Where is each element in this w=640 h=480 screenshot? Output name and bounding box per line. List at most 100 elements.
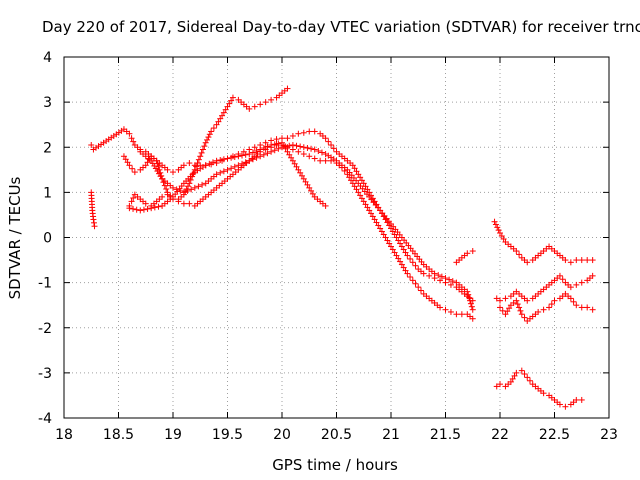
data-point bbox=[521, 314, 528, 321]
data-point bbox=[264, 143, 271, 150]
data-point bbox=[300, 151, 307, 158]
data-point bbox=[426, 272, 433, 279]
data-point bbox=[273, 136, 280, 143]
data-point bbox=[540, 390, 547, 397]
data-point bbox=[397, 258, 404, 265]
data-point bbox=[271, 147, 278, 154]
data-point bbox=[289, 157, 296, 164]
data-point bbox=[573, 257, 580, 264]
data-point bbox=[213, 157, 220, 164]
data-point bbox=[447, 308, 454, 315]
data-point bbox=[556, 401, 563, 408]
data-point bbox=[289, 141, 296, 148]
data-point bbox=[556, 272, 563, 279]
data-point bbox=[228, 154, 235, 161]
data-point bbox=[246, 151, 253, 158]
data-point bbox=[186, 160, 193, 167]
y-tick-label: 3 bbox=[43, 95, 52, 111]
data-point bbox=[517, 307, 524, 314]
data-point bbox=[130, 138, 137, 145]
data-point bbox=[400, 264, 407, 271]
data-point bbox=[382, 234, 389, 241]
data-point bbox=[170, 169, 176, 176]
data-point bbox=[170, 184, 176, 191]
data-point bbox=[384, 219, 391, 226]
data-point bbox=[306, 128, 313, 135]
data-point bbox=[159, 193, 166, 200]
data-point bbox=[291, 160, 298, 167]
data-point bbox=[540, 306, 547, 313]
data-point bbox=[279, 144, 285, 151]
data-point bbox=[144, 159, 151, 166]
data-point bbox=[524, 259, 531, 266]
data-point bbox=[507, 378, 514, 385]
data-point bbox=[131, 169, 138, 176]
data-point bbox=[239, 160, 246, 167]
x-tick-label: 23 bbox=[600, 427, 618, 443]
data-point bbox=[407, 273, 414, 280]
data-point bbox=[275, 140, 282, 147]
data-point bbox=[317, 157, 324, 164]
data-point bbox=[217, 115, 224, 122]
data-point bbox=[493, 295, 500, 302]
x-tick-label: 19 bbox=[164, 427, 182, 443]
data-point bbox=[393, 234, 400, 241]
data-point bbox=[311, 128, 318, 135]
data-point bbox=[353, 186, 360, 193]
data-point bbox=[311, 146, 318, 153]
data-point bbox=[213, 171, 220, 178]
data-point bbox=[184, 187, 191, 194]
data-point bbox=[302, 178, 309, 185]
data-point bbox=[304, 145, 311, 152]
data-point bbox=[264, 150, 271, 157]
y-tick-label: 4 bbox=[43, 50, 52, 66]
data-point bbox=[90, 216, 97, 223]
data-point bbox=[231, 154, 238, 161]
data-point bbox=[322, 135, 329, 142]
data-point bbox=[322, 157, 329, 164]
x-tick-label: 21 bbox=[382, 427, 400, 443]
data-point bbox=[358, 177, 365, 184]
x-axis-title: GPS time / hours bbox=[272, 456, 398, 474]
data-point bbox=[400, 246, 407, 253]
data-point bbox=[306, 184, 313, 191]
data-point bbox=[249, 149, 256, 156]
data-point bbox=[284, 148, 291, 155]
data-point bbox=[369, 195, 376, 202]
data-point bbox=[535, 308, 542, 315]
data-point bbox=[420, 270, 427, 277]
data-point bbox=[360, 180, 367, 187]
data-point bbox=[506, 305, 513, 312]
data-point bbox=[251, 144, 258, 151]
data-point bbox=[404, 252, 411, 259]
data-point bbox=[209, 159, 216, 166]
data-point bbox=[229, 94, 236, 101]
data-point bbox=[297, 143, 304, 150]
data-point bbox=[514, 301, 521, 308]
data-point bbox=[578, 304, 585, 311]
data-point bbox=[155, 203, 162, 210]
x-tick-label: 19.5 bbox=[212, 427, 243, 443]
data-point bbox=[513, 297, 520, 304]
data-point bbox=[286, 142, 293, 149]
data-point bbox=[469, 306, 476, 313]
y-tick-label: -1 bbox=[38, 276, 52, 292]
data-point bbox=[186, 180, 193, 187]
data-point bbox=[130, 205, 137, 212]
data-point bbox=[349, 180, 356, 187]
data-point bbox=[122, 156, 129, 163]
data-point bbox=[465, 291, 472, 298]
data-point bbox=[373, 219, 380, 226]
data-point bbox=[409, 277, 416, 284]
data-point bbox=[257, 146, 264, 153]
y-tick-label: 2 bbox=[43, 140, 52, 156]
data-point bbox=[328, 141, 335, 148]
data-point bbox=[391, 249, 398, 256]
axis-ticks bbox=[63, 56, 610, 419]
data-point bbox=[567, 295, 574, 302]
data-point bbox=[190, 170, 197, 177]
data-point bbox=[398, 243, 405, 250]
y-tick-label: -3 bbox=[38, 366, 52, 382]
data-point bbox=[160, 179, 167, 186]
data-point bbox=[417, 287, 424, 294]
